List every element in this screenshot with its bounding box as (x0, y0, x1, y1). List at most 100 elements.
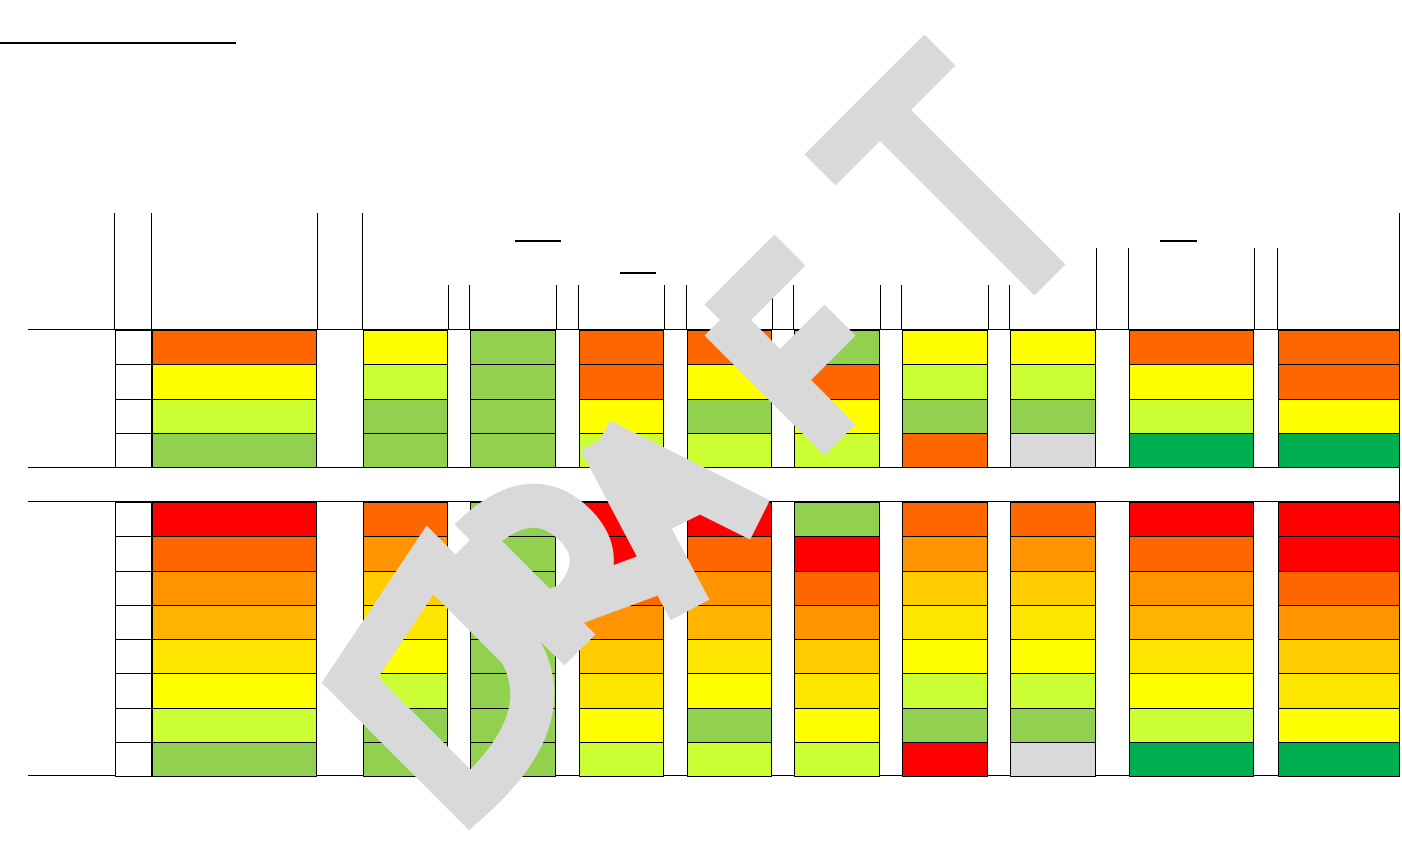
matrix-cell (1278, 742, 1400, 777)
matrix-cell (687, 708, 772, 743)
matrix-cell (687, 571, 772, 606)
header-divider (448, 285, 449, 329)
matrix-cell (579, 536, 664, 572)
matrix-cell (152, 502, 317, 537)
matrix-cell (1010, 639, 1096, 674)
matrix-cell (363, 399, 448, 434)
row-number-cell (115, 605, 152, 640)
matrix-cell (1129, 742, 1254, 777)
matrix-cell (1278, 571, 1400, 606)
header-divider (1277, 248, 1278, 329)
matrix-cell (687, 742, 772, 777)
matrix-cell (794, 399, 880, 434)
matrix-cell (902, 330, 988, 365)
matrix-cell (1129, 502, 1254, 537)
matrix-cell (470, 330, 556, 365)
header-divider (1254, 248, 1255, 329)
matrix-cell (794, 330, 880, 365)
matrix-cell (152, 399, 317, 434)
matrix-cell (579, 708, 664, 743)
header-divider (901, 285, 902, 329)
matrix-cell (579, 399, 664, 434)
header-underline-sub (620, 272, 656, 274)
matrix-cell (1129, 673, 1254, 709)
matrix-cell (1278, 433, 1400, 468)
row-number-cell (115, 571, 152, 606)
matrix-cell (1010, 364, 1096, 400)
gap-right-border (1399, 467, 1400, 502)
matrix-cell (579, 605, 664, 640)
matrix-cell (1278, 708, 1400, 743)
matrix-cell (1010, 605, 1096, 640)
matrix-cell (1278, 399, 1400, 434)
matrix-cell (363, 708, 448, 743)
matrix-cell (579, 364, 664, 400)
header-divider (686, 285, 687, 329)
matrix-cell (152, 742, 317, 777)
header-divider (1096, 248, 1097, 329)
row-number-cell (115, 742, 152, 777)
matrix-cell (1010, 571, 1096, 606)
matrix-cell (1278, 364, 1400, 400)
header-underline-mid (515, 240, 561, 242)
matrix-cell (363, 502, 448, 537)
matrix-cell (794, 364, 880, 400)
matrix-cell (579, 571, 664, 606)
matrix-cell (687, 364, 772, 400)
matrix-cell (363, 742, 448, 777)
matrix-cell (1010, 399, 1096, 434)
matrix-cell (1278, 330, 1400, 365)
matrix-cell (152, 433, 317, 468)
matrix-cell (902, 708, 988, 743)
matrix-cell (470, 571, 556, 606)
header-divider (1399, 213, 1400, 329)
row-number-cell (115, 639, 152, 674)
matrix-cell (470, 742, 556, 777)
matrix-cell (794, 673, 880, 709)
matrix-cell (687, 673, 772, 709)
matrix-cell (687, 330, 772, 365)
matrix-cell (470, 605, 556, 640)
matrix-cell (794, 433, 880, 468)
row-number-cell (115, 364, 152, 400)
matrix-cell (363, 536, 448, 572)
matrix-cell (794, 502, 880, 537)
row-number-cell (115, 399, 152, 434)
matrix-cell (363, 605, 448, 640)
matrix-cell (794, 742, 880, 777)
matrix-cell (152, 330, 317, 365)
matrix-cell (579, 330, 664, 365)
matrix-cell (794, 708, 880, 743)
matrix-cell (152, 571, 317, 606)
header-divider (793, 285, 794, 329)
matrix-cell (687, 399, 772, 434)
matrix-cell (152, 639, 317, 674)
header-divider (578, 285, 579, 329)
matrix-cell (1129, 330, 1254, 365)
matrix-cell (470, 673, 556, 709)
matrix-cell (1129, 433, 1254, 468)
watermark-letter-t (804, 34, 1066, 296)
matrix-cell (794, 639, 880, 674)
matrix-cell (687, 605, 772, 640)
matrix-cell (152, 364, 317, 400)
matrix-cell (1010, 673, 1096, 709)
matrix-cell (1129, 708, 1254, 743)
matrix-cell (1010, 433, 1096, 468)
row-number-cell (115, 502, 152, 537)
matrix-cell (902, 639, 988, 674)
matrix-cell (363, 330, 448, 365)
matrix-cell (1129, 571, 1254, 606)
matrix-cell (687, 639, 772, 674)
matrix-cell (470, 639, 556, 674)
matrix-cell (152, 673, 317, 709)
matrix-cell (1010, 708, 1096, 743)
matrix-cell (1278, 639, 1400, 674)
matrix-cell (1129, 399, 1254, 434)
matrix-cell (902, 673, 988, 709)
matrix-cell (363, 673, 448, 709)
header-divider (880, 285, 881, 329)
header-divider (664, 285, 665, 329)
matrix-cell (902, 571, 988, 606)
header-divider (469, 285, 470, 329)
